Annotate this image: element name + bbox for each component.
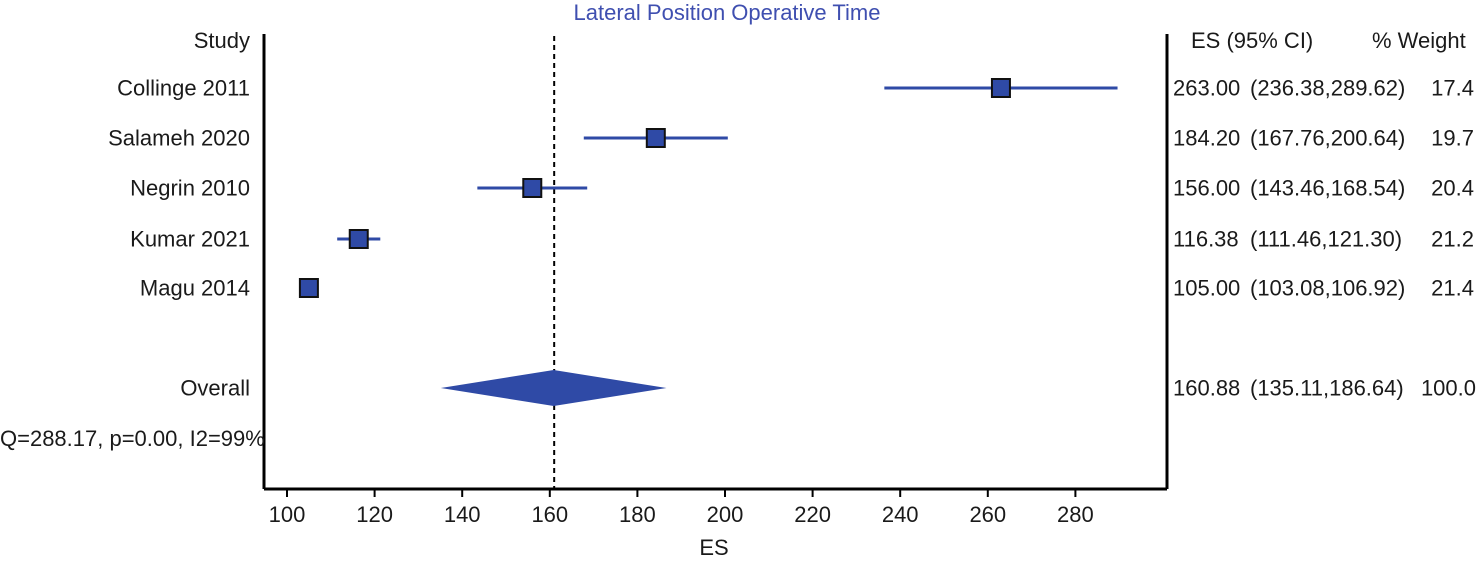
x-tick-label: 240: [882, 502, 919, 527]
es-value: 116.38: [1173, 227, 1239, 252]
study-rows: Collinge 2011 263.00 (236.38,289.62) 17.4 Sa…: [108, 76, 1474, 301]
x-tick-label: 260: [969, 502, 1006, 527]
overall-es-value: 160.88: [1173, 376, 1240, 401]
ci-value: (167.76,200.64): [1250, 126, 1405, 151]
weight-value: 20.4: [1431, 176, 1474, 201]
es-value: 263.00: [1173, 76, 1240, 101]
chart-title: Lateral Position Operative Time: [574, 0, 881, 25]
effect-size-marker: [990, 78, 1011, 98]
study-row: Magu 2014 105.00 (103.08,106.92) 21.4: [140, 276, 1474, 301]
x-tick-label: 140: [444, 502, 481, 527]
study-row: Kumar 2021 116.38 (111.46,121.30) 21.2: [130, 227, 1474, 252]
x-tick-label: 180: [619, 502, 656, 527]
x-tick-label: 120: [356, 502, 393, 527]
es-value: 184.20: [1173, 126, 1240, 151]
x-tick-label: 100: [269, 502, 306, 527]
effect-size-marker: [348, 229, 369, 249]
es-ci-column-header: ES (95% CI): [1191, 28, 1313, 53]
study-name: Kumar 2021: [130, 227, 250, 252]
weight-column-header: % Weight: [1372, 28, 1466, 53]
x-tick-label: 160: [531, 502, 568, 527]
heterogeneity-text: Q=288.17, p=0.00, I2=99%: [0, 426, 265, 451]
overall-label: Overall: [180, 376, 250, 401]
study-name: Negrin 2010: [130, 176, 250, 201]
x-axis-label: ES: [699, 535, 728, 560]
ci-value: (143.46,168.54): [1250, 176, 1405, 201]
x-tick-label: 200: [707, 502, 744, 527]
es-value: 105.00: [1173, 276, 1240, 301]
overall-diamond: [440, 370, 667, 406]
overall-row: Overall 160.88 (135.11,186.64) 100.0: [180, 370, 1476, 406]
study-column-header: Study: [194, 28, 250, 53]
ci-value: (236.38,289.62): [1250, 76, 1405, 101]
study-row: Collinge 2011 263.00 (236.38,289.62) 17.4: [117, 76, 1474, 101]
x-tick-label: 280: [1057, 502, 1094, 527]
es-value: 156.00: [1173, 176, 1240, 201]
study-name: Magu 2014: [140, 276, 250, 301]
weight-value: 21.4: [1431, 276, 1474, 301]
effect-size-marker: [522, 178, 543, 198]
x-axis-ticks: 100 120 140 160 180 200 220 240 260 280: [269, 489, 1094, 527]
overall-ci-value: (135.11,186.64): [1250, 376, 1404, 401]
study-name: Salameh 2020: [108, 126, 250, 151]
study-row: Negrin 2010 156.00 (143.46,168.54) 20.4: [130, 176, 1474, 201]
study-name: Collinge 2011: [117, 76, 250, 101]
overall-weight-value: 100.0: [1421, 376, 1476, 401]
ci-value: (111.46,121.30): [1250, 227, 1402, 252]
weight-value: 21.2: [1431, 227, 1474, 252]
weight-value: 17.4: [1431, 76, 1474, 101]
study-row: Salameh 2020 184.20 (167.76,200.64) 19.7: [108, 126, 1474, 151]
weight-value: 19.7: [1431, 126, 1474, 151]
effect-size-marker: [298, 278, 319, 298]
ci-value: (103.08,106.92): [1250, 276, 1405, 301]
x-tick-label: 220: [794, 502, 831, 527]
effect-size-marker: [645, 128, 666, 148]
